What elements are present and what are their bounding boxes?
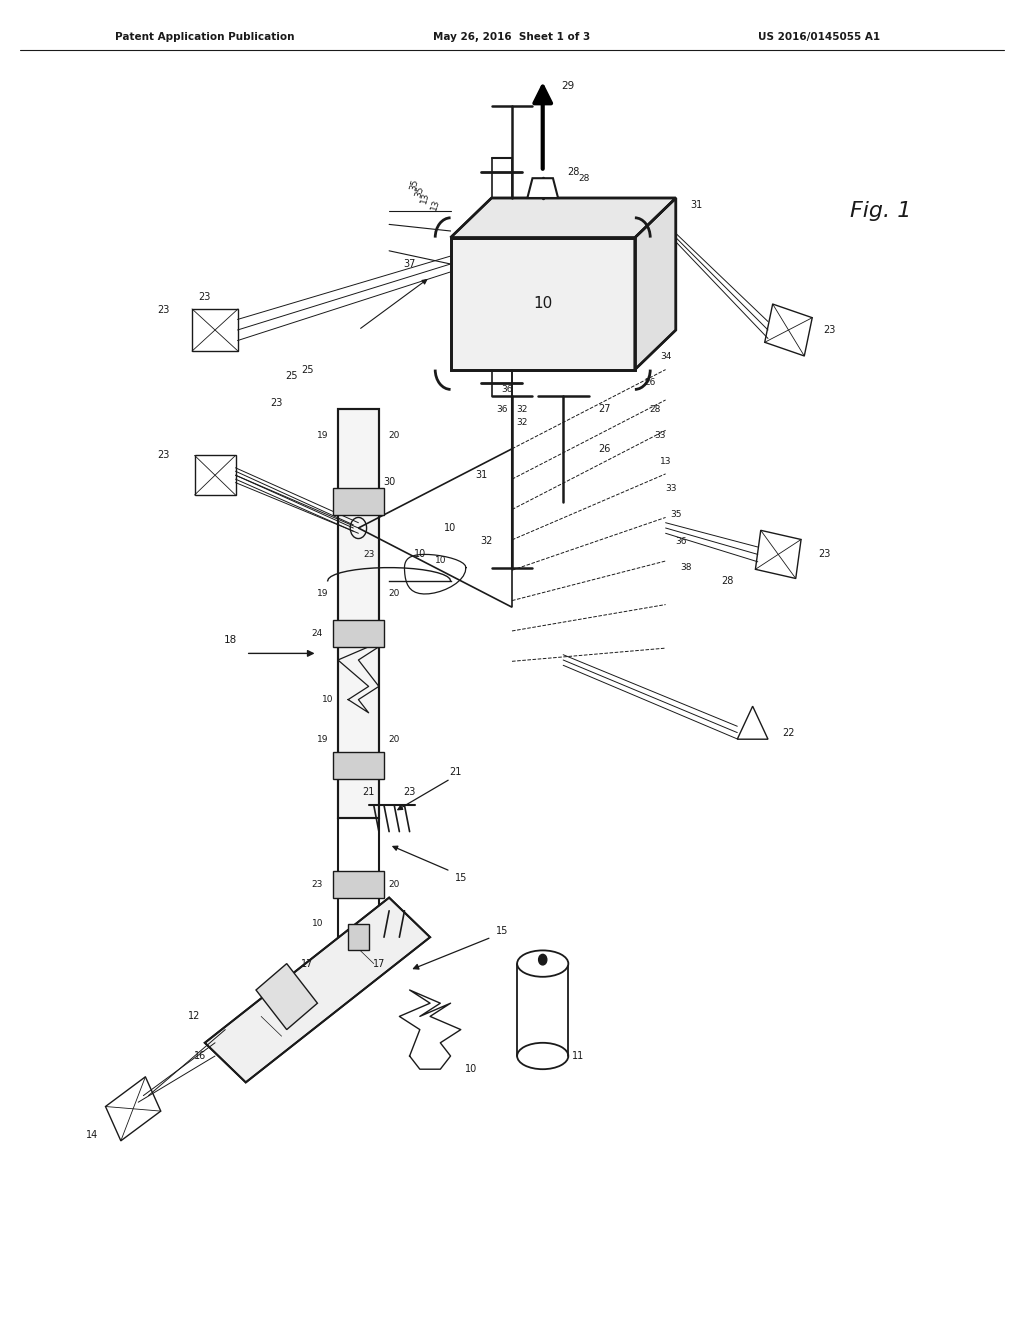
Polygon shape: [205, 898, 430, 1082]
Text: 35: 35: [409, 178, 421, 191]
Text: 13: 13: [659, 458, 672, 466]
Text: 15: 15: [455, 873, 467, 883]
Text: 28: 28: [721, 576, 733, 586]
Text: 28: 28: [567, 166, 580, 177]
Text: 36: 36: [675, 537, 687, 545]
Circle shape: [539, 954, 547, 965]
Text: Patent Application Publication: Patent Application Publication: [115, 32, 295, 42]
Text: 28: 28: [578, 174, 590, 182]
Text: Fig. 1: Fig. 1: [850, 201, 911, 222]
Polygon shape: [635, 198, 676, 370]
Polygon shape: [333, 488, 384, 515]
Polygon shape: [527, 178, 558, 198]
Text: 17: 17: [301, 958, 313, 969]
Text: 33: 33: [665, 484, 677, 492]
Text: 23: 23: [158, 305, 170, 315]
Text: 10: 10: [444, 523, 457, 533]
Text: 26: 26: [644, 379, 656, 387]
Text: 23: 23: [403, 787, 416, 797]
Polygon shape: [451, 198, 676, 238]
Text: 24: 24: [312, 630, 323, 638]
Text: 12: 12: [188, 1011, 201, 1022]
Text: 23: 23: [362, 550, 375, 558]
Text: 21: 21: [450, 767, 462, 777]
Text: 13: 13: [429, 198, 441, 211]
Polygon shape: [348, 924, 369, 950]
Text: 25: 25: [301, 364, 313, 375]
Text: 16: 16: [194, 1051, 206, 1061]
Text: 23: 23: [270, 397, 283, 408]
Text: 20: 20: [388, 880, 400, 888]
Text: 32: 32: [480, 536, 493, 546]
Text: US 2016/0145055 A1: US 2016/0145055 A1: [758, 32, 881, 42]
Text: 20: 20: [388, 735, 400, 743]
Text: 30: 30: [383, 477, 395, 487]
Text: 23: 23: [199, 292, 211, 302]
Text: 19: 19: [316, 590, 329, 598]
Text: 15: 15: [496, 925, 508, 936]
Text: 32: 32: [516, 418, 528, 426]
Text: 13: 13: [419, 191, 431, 205]
Text: 10: 10: [322, 696, 334, 704]
Text: 10: 10: [534, 296, 552, 312]
Text: 10: 10: [465, 1064, 477, 1074]
Text: 33: 33: [654, 432, 667, 440]
Polygon shape: [333, 871, 384, 898]
Text: 10: 10: [311, 920, 324, 928]
Text: 22: 22: [782, 727, 795, 738]
Text: 36: 36: [501, 385, 513, 393]
Text: 23: 23: [311, 880, 324, 888]
Text: 23: 23: [818, 549, 830, 560]
Text: 14: 14: [86, 1130, 98, 1140]
Text: 35: 35: [670, 511, 682, 519]
Text: 35: 35: [414, 185, 426, 198]
Text: 25: 25: [286, 371, 298, 381]
Text: May 26, 2016  Sheet 1 of 3: May 26, 2016 Sheet 1 of 3: [433, 32, 591, 42]
Text: 21: 21: [362, 787, 375, 797]
Text: 17: 17: [373, 958, 385, 969]
Ellipse shape: [517, 950, 568, 977]
Polygon shape: [256, 964, 317, 1030]
Text: 27: 27: [598, 404, 610, 414]
Text: 31: 31: [690, 199, 702, 210]
Polygon shape: [338, 409, 379, 818]
Polygon shape: [333, 620, 384, 647]
Polygon shape: [333, 752, 384, 779]
Text: 20: 20: [388, 590, 400, 598]
Text: 18: 18: [224, 635, 237, 645]
Text: 23: 23: [158, 450, 170, 461]
Text: 10: 10: [434, 557, 446, 565]
Text: 10: 10: [414, 549, 426, 560]
Text: 19: 19: [316, 432, 329, 440]
Text: 29: 29: [562, 81, 574, 91]
Text: 31: 31: [475, 470, 487, 480]
Text: 19: 19: [316, 735, 329, 743]
Text: 37: 37: [403, 259, 416, 269]
Text: 23: 23: [823, 325, 836, 335]
Text: 38: 38: [680, 564, 692, 572]
Text: 32: 32: [516, 405, 528, 413]
Text: 11: 11: [572, 1051, 585, 1061]
Polygon shape: [451, 238, 635, 370]
Text: 36: 36: [496, 405, 508, 413]
Text: 28: 28: [649, 405, 662, 413]
Text: 26: 26: [598, 444, 610, 454]
Text: 34: 34: [659, 352, 672, 360]
Text: 20: 20: [388, 432, 400, 440]
